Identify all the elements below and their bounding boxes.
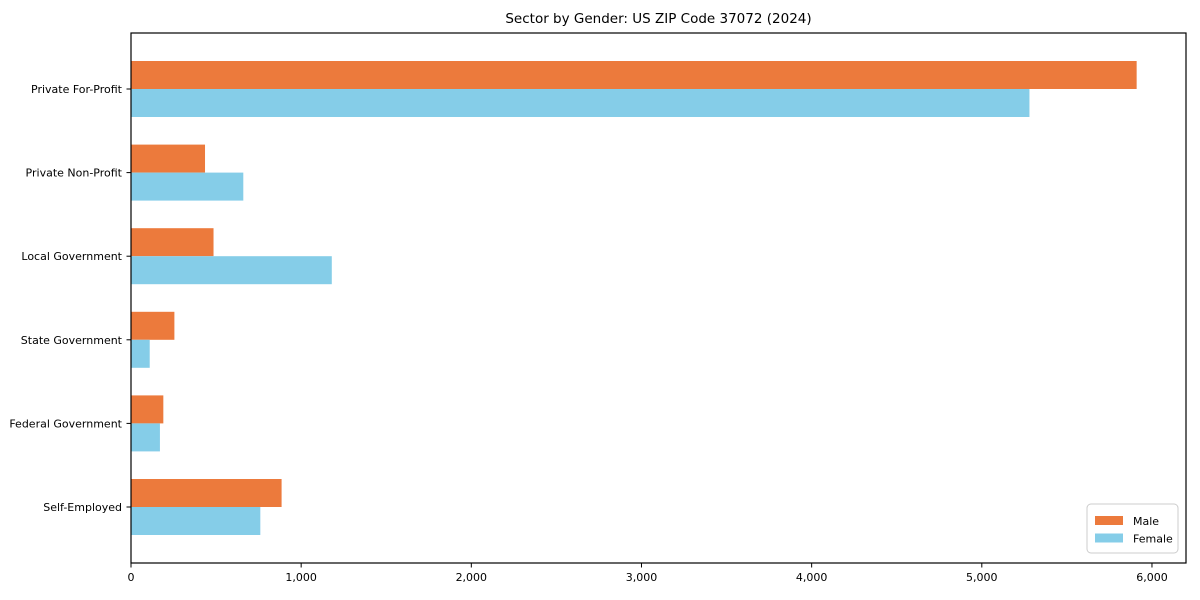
- y-category-label: Local Government: [21, 250, 122, 263]
- bar-male-2: [131, 228, 214, 257]
- bar-female-1: [131, 172, 244, 201]
- x-tick-label: 5,000: [966, 571, 998, 584]
- legend-swatch-female: [1095, 533, 1123, 543]
- y-category-label: Private For-Profit: [31, 83, 123, 96]
- x-tick-label: 1,000: [285, 571, 317, 584]
- y-category-label: Federal Government: [9, 417, 122, 430]
- bar-female-4: [131, 423, 160, 452]
- bar-female-5: [131, 507, 261, 535]
- bar-male-5: [131, 479, 282, 507]
- bar-male-3: [131, 311, 175, 340]
- y-category-label: Self-Employed: [43, 501, 122, 514]
- chart-title: Sector by Gender: US ZIP Code 37072 (202…: [505, 11, 812, 27]
- y-category-label: State Government: [21, 334, 123, 347]
- x-tick-label: 0: [128, 571, 135, 584]
- bar-female-3: [131, 339, 150, 368]
- legend-label-male: Male: [1133, 515, 1159, 528]
- x-tick-label: 6,000: [1136, 571, 1168, 584]
- x-tick-label: 3,000: [626, 571, 658, 584]
- legend-box: [1086, 503, 1179, 554]
- bar-male-1: [131, 144, 206, 173]
- bar-female-0: [131, 89, 1030, 117]
- x-tick-label: 4,000: [796, 571, 828, 584]
- bar-male-0: [131, 61, 1137, 89]
- bar-male-4: [131, 395, 164, 424]
- legend-swatch-male: [1095, 516, 1123, 525]
- bar-female-2: [131, 256, 332, 285]
- plot-frame: [130, 32, 1187, 564]
- y-category-label: Private Non-Profit: [26, 167, 123, 180]
- legend-label-female: Female: [1133, 533, 1173, 546]
- x-tick-label: 2,000: [456, 571, 488, 584]
